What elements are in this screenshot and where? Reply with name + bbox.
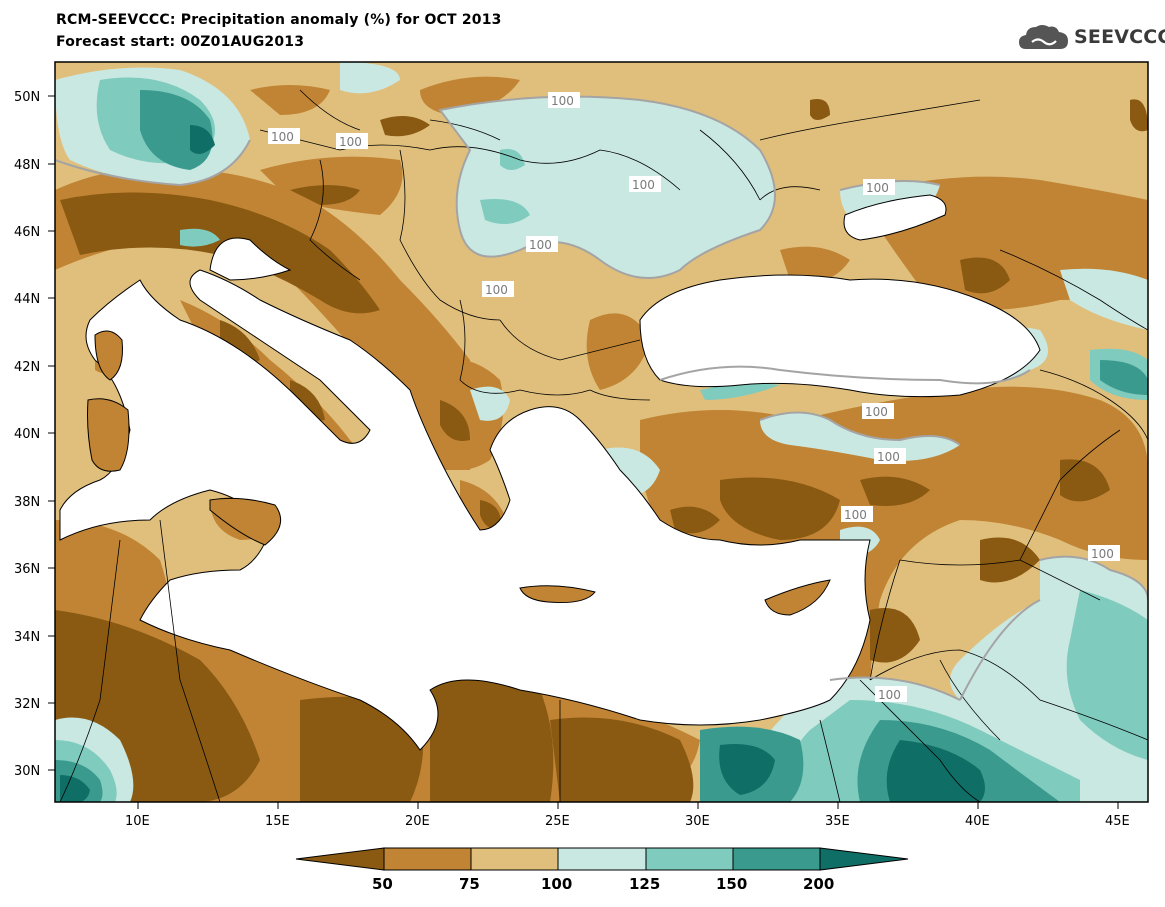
forecast-subtitle: Forecast start: 00Z01AUG2013 [56, 34, 305, 50]
contour-label: 100 [865, 405, 888, 419]
lon-tick-label: 15E [265, 814, 290, 829]
colorbar-label: 75 [459, 875, 480, 893]
contour-label: 100 [1091, 547, 1114, 561]
anomaly-below-50 [55, 99, 1148, 802]
latitude-axis [48, 95, 55, 771]
lon-tick-label: 10E [125, 814, 150, 829]
colorbar-segment-100-125 [557, 847, 647, 871]
contour-label: 100 [551, 94, 574, 108]
colorbar-segment-75-100 [470, 847, 559, 871]
colorbar-label: 200 [803, 875, 834, 893]
lat-tick-label: 50N [14, 90, 40, 105]
colorbar-segment-below-50 [295, 847, 385, 871]
longitude-axis [137, 802, 1119, 809]
colorbar-label: 125 [629, 875, 660, 893]
seevccc-logo: SEEVCCC [1018, 20, 1165, 54]
colorbar [295, 847, 909, 871]
sea-areas [59, 194, 1041, 751]
lon-tick-label: 45E [1105, 814, 1130, 829]
longitude-labels: 10E 15E 20E 25E 30E 35E 40E 45E [125, 814, 1130, 829]
islands [87, 330, 831, 616]
contour-label: 100 [271, 130, 294, 144]
contour-label: 100 [339, 135, 362, 149]
contour-labels: 100 100 100 100 100 100 100 100 100 100 … [268, 92, 1120, 702]
lat-tick-label: 42N [14, 360, 40, 375]
colorbar-labels: 50 75 100 125 150 200 [372, 875, 834, 893]
contour-label: 100 [866, 181, 889, 195]
lat-tick-label: 36N [14, 562, 40, 577]
lat-tick-label: 30N [14, 764, 40, 779]
lat-tick-label: 34N [14, 630, 40, 645]
contour-label: 100 [632, 178, 655, 192]
lon-tick-label: 40E [965, 814, 990, 829]
latitude-labels: 50N 48N 46N 44N 42N 40N 38N 36N 34N 32N … [14, 90, 40, 779]
cloud-icon [1019, 25, 1068, 49]
contour-label: 100 [485, 283, 508, 297]
country-borders [59, 89, 1148, 802]
contour-label: 100 [844, 508, 867, 522]
contour-label: 100 [877, 450, 900, 464]
lat-tick-label: 38N [14, 495, 40, 510]
colorbar-segment-125-150 [645, 847, 734, 871]
lat-tick-label: 32N [14, 697, 40, 712]
colorbar-label: 150 [716, 875, 747, 893]
colorbar-label: 100 [541, 875, 572, 893]
lat-tick-label: 40N [14, 427, 40, 442]
lon-tick-label: 30E [685, 814, 710, 829]
colorbar-label: 50 [372, 875, 393, 893]
contour-100-lines [55, 95, 1148, 701]
colorbar-segment-above-200 [819, 847, 909, 871]
plot-frame [54, 61, 1149, 803]
contour-label: 100 [878, 688, 901, 702]
map-title: RCM-SEEVCCC: Precipitation anomaly (%) f… [56, 12, 502, 28]
contour-label: 100 [529, 238, 552, 252]
lon-tick-label: 20E [405, 814, 430, 829]
colorbar-segment-50-75 [383, 847, 472, 871]
lon-tick-label: 35E [825, 814, 850, 829]
map-field: 100 100 100 100 100 100 100 100 100 100 … [55, 62, 1148, 802]
lat-tick-label: 48N [14, 158, 40, 173]
lon-tick-label: 25E [545, 814, 570, 829]
lat-tick-label: 44N [14, 292, 40, 307]
colorbar-segment-150-200 [732, 847, 821, 871]
lat-tick-label: 46N [14, 225, 40, 240]
logo-text: SEEVCCC [1074, 26, 1165, 48]
